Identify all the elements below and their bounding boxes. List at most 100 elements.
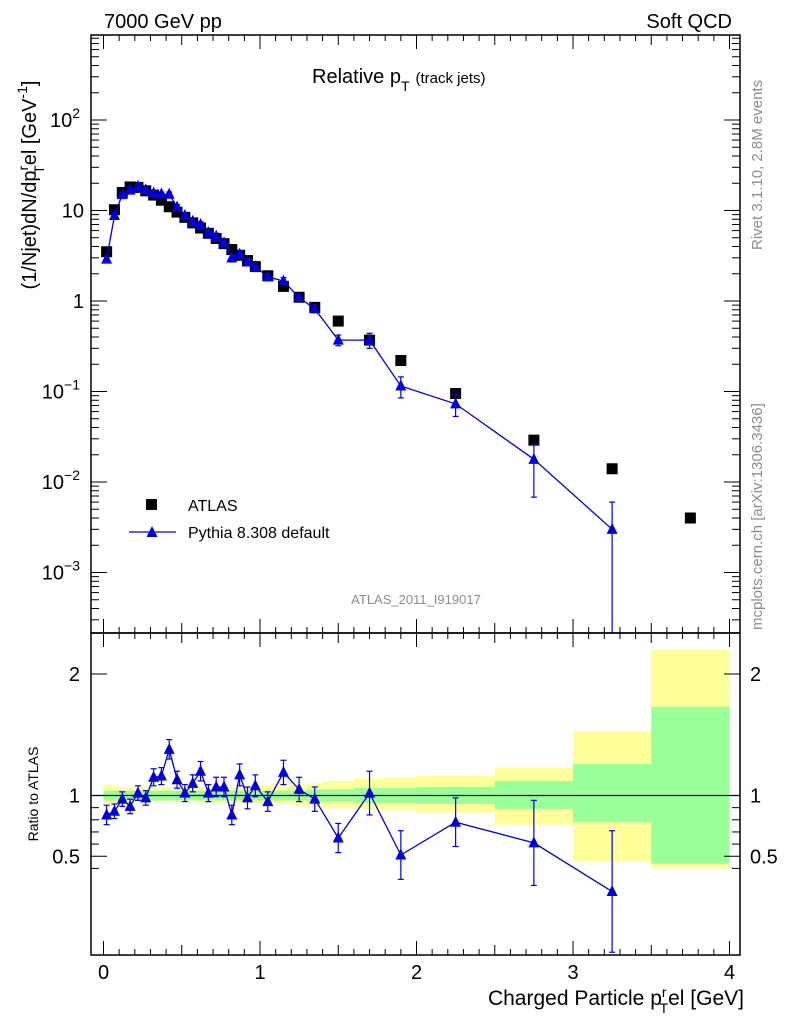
x-tick-label: 2 bbox=[411, 962, 422, 984]
atlas-point bbox=[155, 194, 167, 206]
pythia-point bbox=[234, 247, 246, 259]
analysis-id: ATLAS_2011_I919017 bbox=[351, 592, 481, 607]
ratio-point bbox=[163, 742, 175, 754]
band-green bbox=[651, 706, 730, 864]
ratio-point bbox=[218, 780, 230, 792]
pythia-point bbox=[210, 229, 222, 241]
x-tick-label: 3 bbox=[567, 962, 578, 984]
ratio-point bbox=[148, 770, 160, 782]
legend: ATLAS Pythia 8.308 default bbox=[129, 498, 330, 542]
ratio-point bbox=[187, 776, 199, 788]
x-tick-label: 0 bbox=[98, 962, 109, 984]
pythia-point bbox=[241, 255, 253, 267]
energy-label: 7000 GeV pp bbox=[104, 11, 222, 33]
mcplots-label: mcplots.cern.ch [arXiv:1306.3436] bbox=[749, 403, 766, 630]
ratio-point bbox=[450, 815, 462, 827]
ratio-point bbox=[210, 780, 222, 792]
ratio-y-tick-label-right: 1 bbox=[750, 786, 761, 808]
y-tick-label: 1 bbox=[73, 291, 84, 313]
legend-atlas-marker bbox=[146, 499, 157, 510]
atlas-point bbox=[171, 206, 183, 218]
ratio-point bbox=[293, 782, 305, 794]
ratio-y-tick-label: 2 bbox=[69, 664, 80, 686]
atlas-point bbox=[395, 355, 407, 367]
ratio-point bbox=[606, 884, 618, 896]
ratio-point bbox=[249, 779, 261, 791]
ratio-ylabel: Ratio to ATLAS bbox=[25, 747, 41, 842]
atlas-point bbox=[528, 434, 540, 446]
pythia-point bbox=[187, 214, 199, 226]
pythia-point bbox=[163, 187, 175, 199]
main-ylabel-b: el [GeV bbox=[19, 98, 41, 165]
pythia-point bbox=[218, 236, 230, 248]
pythia-point bbox=[101, 252, 113, 264]
ratio-y-tick-label: 0.5 bbox=[52, 846, 80, 868]
x-axis-label-t: T bbox=[660, 1000, 669, 1016]
legend-atlas-label: ATLAS bbox=[188, 498, 238, 515]
pythia-point bbox=[155, 187, 167, 199]
pythia-point bbox=[262, 270, 274, 282]
pythia-point bbox=[124, 183, 136, 195]
ratio-point bbox=[364, 786, 376, 798]
x-tick-label: 1 bbox=[254, 962, 265, 984]
pythia-point bbox=[226, 251, 238, 263]
y-tick-label: 10−2 bbox=[42, 467, 80, 494]
chart-title-sub: T bbox=[401, 78, 410, 94]
y-tick-label: 10 bbox=[62, 201, 84, 223]
pythia-point bbox=[179, 209, 191, 221]
chart-title: Relative pT (track jets) bbox=[312, 66, 486, 94]
x-axis-label-main: Charged Particle p bbox=[488, 987, 662, 1010]
pythia-point bbox=[148, 186, 160, 198]
ratio-point bbox=[226, 808, 238, 820]
pythia-point bbox=[116, 188, 128, 200]
ratio-point bbox=[179, 786, 191, 798]
pythia-point bbox=[364, 333, 376, 345]
atlas-point bbox=[277, 280, 289, 292]
atlas-point bbox=[163, 201, 175, 213]
ratio-panel: 0 1 2 3 4 0.5 0.5 1 1 2 2 Ratio to ATLAS Charged P… bbox=[25, 632, 778, 1016]
atlas-point bbox=[450, 388, 462, 400]
legend-pythia-marker bbox=[146, 526, 158, 537]
pythia-point bbox=[528, 452, 540, 464]
atlas-point bbox=[606, 463, 618, 475]
atlas-point bbox=[332, 315, 344, 327]
pythia-point bbox=[195, 218, 207, 230]
pythia-point bbox=[309, 302, 321, 314]
ratio-point bbox=[309, 792, 321, 804]
ratio-point bbox=[234, 768, 246, 780]
ratio-point bbox=[140, 791, 152, 803]
main-ylabel-r: r bbox=[15, 166, 31, 171]
ratio-point bbox=[528, 836, 540, 848]
y-tick-label: 10−3 bbox=[42, 558, 80, 585]
x-axis-label-r: r bbox=[662, 984, 667, 1000]
ratio-y-tick-label: 1 bbox=[69, 786, 80, 808]
category-label: Soft QCD bbox=[646, 11, 732, 33]
atlas-point bbox=[101, 246, 113, 258]
y-tick-label: 102 bbox=[50, 105, 80, 132]
ratio-point bbox=[195, 764, 207, 776]
ratio-point bbox=[395, 848, 407, 860]
ratio-point bbox=[155, 769, 167, 781]
pythia-point bbox=[140, 183, 152, 195]
pythia-point bbox=[277, 274, 289, 286]
y-tick-label: 10−1 bbox=[42, 377, 80, 404]
main-ylabel-a: (1/Njet)dN/dp bbox=[19, 171, 41, 290]
pythia-point bbox=[450, 397, 462, 409]
pythia-point bbox=[132, 179, 144, 191]
ratio-point bbox=[262, 795, 274, 807]
chart-title-main: Relative p bbox=[312, 66, 401, 88]
ratio-point bbox=[132, 786, 144, 798]
main-panel: 10−3 10−2 10−1 1 10 102 Relative pT (track jet… bbox=[14, 34, 741, 634]
pythia-point bbox=[249, 260, 261, 272]
ratio-point bbox=[171, 773, 183, 785]
legend-pythia-label: Pythia 8.308 default bbox=[188, 525, 330, 542]
band-green bbox=[573, 763, 652, 823]
atlas-point bbox=[226, 244, 238, 256]
pythia-line bbox=[105, 185, 613, 530]
pythia-point bbox=[395, 379, 407, 391]
rivet-label: Rivet 3.1.10, 2.8M events bbox=[749, 80, 766, 250]
x-axis-label-rest: el [GeV] bbox=[668, 987, 744, 1010]
pythia-point bbox=[171, 200, 183, 212]
pythia-point bbox=[606, 522, 618, 534]
